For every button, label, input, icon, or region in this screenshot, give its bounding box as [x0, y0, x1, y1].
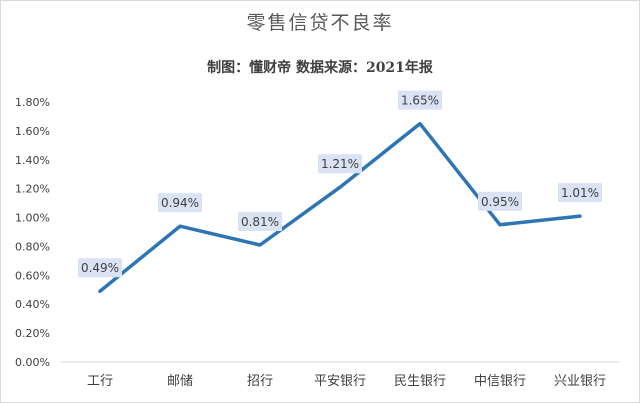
x-category-label: 工行	[87, 374, 113, 389]
data-label-box	[158, 193, 202, 213]
x-category-label: 兴业银行	[554, 374, 606, 389]
y-tick-label: 0.60%	[15, 269, 50, 282]
data-label: 1.21%	[321, 157, 359, 171]
data-label: 1.01%	[561, 186, 599, 200]
y-tick-label: 1.00%	[15, 212, 50, 225]
y-tick-label: 0.40%	[15, 298, 50, 311]
y-tick-label: 0.80%	[15, 240, 50, 253]
data-label-box	[558, 183, 602, 203]
y-tick-label: 1.80%	[15, 96, 50, 109]
data-label: 0.95%	[481, 195, 519, 209]
x-category-label: 招行	[247, 374, 273, 389]
x-category-label: 民生银行	[394, 374, 446, 389]
data-label: 0.49%	[81, 261, 119, 275]
y-tick-label: 0.00%	[15, 356, 50, 369]
chart-title: 零售信贷不良率	[246, 12, 394, 34]
data-label: 0.94%	[161, 196, 199, 210]
data-label: 0.81%	[241, 215, 279, 229]
x-category-label: 邮储	[167, 374, 193, 389]
data-label-box	[78, 258, 122, 278]
data-label-box	[238, 212, 282, 231]
chart-subtitle: 制图：懂财帝 数据来源：2021年报	[207, 60, 433, 76]
x-category-label: 中信银行	[474, 374, 526, 389]
x-category-label: 平安银行	[314, 374, 366, 389]
series-line	[98, 121, 582, 293]
y-tick-label: 1.40%	[15, 154, 50, 167]
y-tick-label: 0.20%	[15, 327, 50, 340]
data-label-box	[398, 90, 442, 110]
data-label-box	[478, 191, 522, 211]
y-tick-label: 1.20%	[15, 183, 50, 196]
y-tick-label: 1.60%	[15, 125, 50, 138]
data-label: 1.65%	[401, 94, 439, 108]
data-label-box	[318, 154, 362, 174]
